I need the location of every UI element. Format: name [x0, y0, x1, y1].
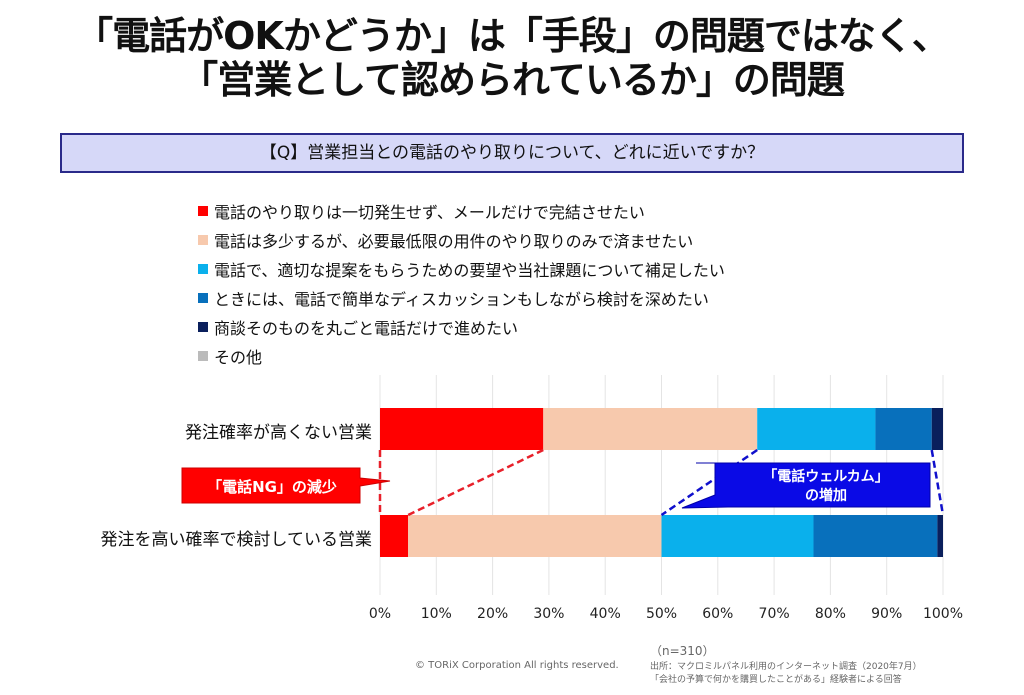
x-tick-label: 70%: [759, 606, 790, 622]
bar-segment: [380, 515, 409, 557]
connector-red: [378, 448, 544, 517]
callout-red: [181, 467, 391, 504]
x-tick-label: 0%: [369, 606, 391, 622]
bar-segment: [757, 408, 876, 450]
legend-swatch: [198, 263, 208, 274]
legend-item: 電話のやり取りは一切発生せず、メールだけで完結させたい: [198, 196, 725, 225]
bar-segment: [661, 515, 814, 557]
legend-swatch: [198, 321, 208, 332]
bar-segment: [813, 515, 938, 557]
x-tick-label: 20%: [477, 606, 508, 622]
legend-label: ときには、電話で簡単なディスカッションもしながら検討を深めたい: [214, 289, 709, 309]
callout-blue-text: 「電話ウェルカム」: [763, 468, 889, 485]
bar-segment: [543, 408, 758, 450]
title-line-1: 「電話がOKかどうか」は「手段」の問題ではなく、: [75, 14, 950, 58]
legend-label: 電話で、適切な提案をもらうための要望や当社課題について補足したい: [214, 260, 725, 280]
source-line-2: 「会社の予算で何かを購買したことがある」経験者による回答: [650, 675, 902, 685]
x-tick-label: 50%: [646, 606, 677, 622]
x-tick-label: 10%: [421, 606, 452, 622]
source-line-1: 出所：マクロミルパネル利用のインターネット調査（2020年7月）: [650, 662, 922, 672]
category-label: 発注確率が高くない営業: [185, 423, 372, 443]
legend-item: 電話は多少するが、必要最低限の用件のやり取りのみで済ませたい: [198, 225, 725, 254]
legend-swatch: [198, 350, 208, 361]
x-tick-label: 80%: [815, 606, 846, 622]
legend-swatch: [198, 234, 208, 245]
bar-segment: [408, 515, 662, 557]
legend-label: 商談そのものを丸ごと電話だけで進めたい: [214, 318, 519, 338]
legend: 電話のやり取りは一切発生せず、メールだけで完結させたい電話は多少するが、必要最低…: [198, 196, 725, 370]
category-label: 発注を高い確率で検討している営業: [100, 530, 373, 550]
connector-blue: [660, 448, 945, 517]
x-tick-label: 60%: [702, 606, 733, 622]
callout-blue-text: の増加: [805, 487, 847, 504]
bar-segment: [380, 408, 544, 450]
copyright: © TORiX Corporation All rights reserved.: [415, 660, 619, 671]
title-line-2: 「営業として認められているか」の問題: [180, 58, 845, 102]
callout-blue: [681, 462, 931, 509]
legend-swatch: [198, 205, 208, 216]
legend-label: 電話のやり取りは一切発生せず、メールだけで完結させたい: [214, 202, 645, 222]
legend-label: 電話は多少するが、必要最低限の用件のやり取りのみで済ませたい: [214, 231, 694, 251]
x-tick-label: 100%: [923, 606, 963, 622]
legend-item: ときには、電話で簡単なディスカッションもしながら検討を深めたい: [198, 283, 725, 312]
question-box: 【Q】営業担当との電話のやり取りについて、どれに近いですか？: [60, 133, 964, 173]
legend-item: 商談そのものを丸ごと電話だけで進めたい: [198, 312, 725, 341]
legend-swatch: [198, 292, 208, 303]
x-tick-label: 40%: [590, 606, 621, 622]
legend-item: 電話で、適切な提案をもらうための要望や当社課題について補足したい: [198, 254, 725, 283]
sample-size: （n=310）: [650, 644, 715, 658]
bar-segment: [937, 515, 943, 557]
callout-red-text: 「電話NG」の減少: [207, 478, 337, 496]
bar-segment: [931, 408, 943, 450]
legend-label: その他: [214, 347, 263, 367]
bar-segment: [875, 408, 932, 450]
x-tick-label: 90%: [871, 606, 902, 622]
legend-item: その他: [198, 341, 725, 370]
x-tick-label: 30%: [533, 606, 564, 622]
